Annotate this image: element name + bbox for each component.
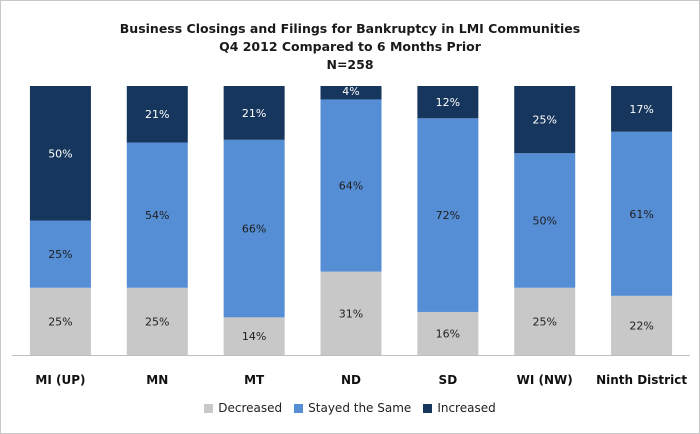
- legend-item: Increased: [423, 401, 496, 415]
- category-label: MN: [146, 373, 168, 387]
- bar-segment-stayed-the-same: [223, 139, 285, 318]
- bar-segment-decreased: [514, 287, 576, 355]
- bar-segment-decreased: [126, 287, 188, 355]
- bar-segment-decreased: [417, 311, 479, 355]
- data-label: 64%: [339, 180, 363, 193]
- data-label: 54%: [145, 209, 169, 222]
- bar-segment-stayed-the-same: [611, 131, 673, 296]
- category-label: MT: [244, 373, 265, 387]
- data-label: 12%: [436, 96, 460, 109]
- data-label: 4%: [342, 85, 359, 98]
- data-label: 14%: [242, 330, 266, 343]
- bar-segment-stayed-the-same: [417, 118, 479, 312]
- data-label: 16%: [436, 327, 460, 340]
- data-label: 50%: [48, 147, 72, 160]
- data-label: 17%: [629, 103, 653, 116]
- bar-segment-increased: [417, 86, 479, 119]
- bar-segment-increased: [29, 86, 91, 221]
- data-label: 25%: [145, 315, 169, 328]
- bar-segment-increased: [126, 86, 188, 143]
- data-label: 21%: [145, 108, 169, 121]
- data-label: 25%: [48, 248, 72, 261]
- chart-title: Business Closings and Filings for Bankru…: [0, 20, 700, 74]
- legend-swatch: [423, 403, 433, 413]
- bar-segment-increased: [320, 86, 382, 100]
- bar-segment-decreased: [29, 287, 91, 355]
- data-label: 25%: [532, 114, 556, 127]
- data-label: 66%: [242, 223, 266, 236]
- category-label: WI (NW): [517, 373, 573, 387]
- data-label: 50%: [532, 215, 556, 228]
- data-label: 31%: [339, 307, 363, 320]
- category-label: ND: [341, 373, 361, 387]
- category-label: MI (UP): [35, 373, 85, 387]
- bar-segment-decreased: [611, 295, 673, 355]
- bar-segment-stayed-the-same: [514, 153, 576, 288]
- data-label: 25%: [48, 315, 72, 328]
- bar-segment-increased: [223, 86, 285, 140]
- legend-swatch: [204, 403, 214, 413]
- data-label: 22%: [629, 319, 653, 332]
- legend-item: Stayed the Same: [294, 401, 411, 415]
- bar-segment-stayed-the-same: [126, 142, 188, 288]
- category-label: Ninth District: [596, 373, 687, 387]
- data-label: 72%: [436, 209, 460, 222]
- legend-label: Stayed the Same: [308, 401, 412, 415]
- chart-title-line-2: Q4 2012 Compared to 6 Months Prior: [219, 39, 481, 54]
- legend-swatch: [294, 403, 304, 413]
- bar-segment-stayed-the-same: [320, 99, 382, 272]
- chart-title-line-3: N=258: [326, 57, 374, 72]
- data-label: 61%: [629, 208, 653, 221]
- chart-legend: Decreased Stayed the Same Increased: [0, 401, 700, 416]
- legend-label: Increased: [437, 401, 496, 415]
- bar-segment-stayed-the-same: [29, 220, 91, 288]
- legend-item: Decreased: [204, 401, 282, 415]
- category-label: SD: [439, 373, 458, 387]
- bar-segment-increased: [611, 86, 673, 132]
- data-label: 21%: [242, 107, 266, 120]
- data-label: 25%: [532, 315, 556, 328]
- bar-segment-decreased: [223, 317, 285, 355]
- legend-label: Decreased: [218, 401, 283, 415]
- bar-segment-increased: [514, 86, 576, 154]
- bar-segment-decreased: [320, 271, 382, 355]
- chart-title-line-1: Business Closings and Filings for Bankru…: [119, 21, 581, 36]
